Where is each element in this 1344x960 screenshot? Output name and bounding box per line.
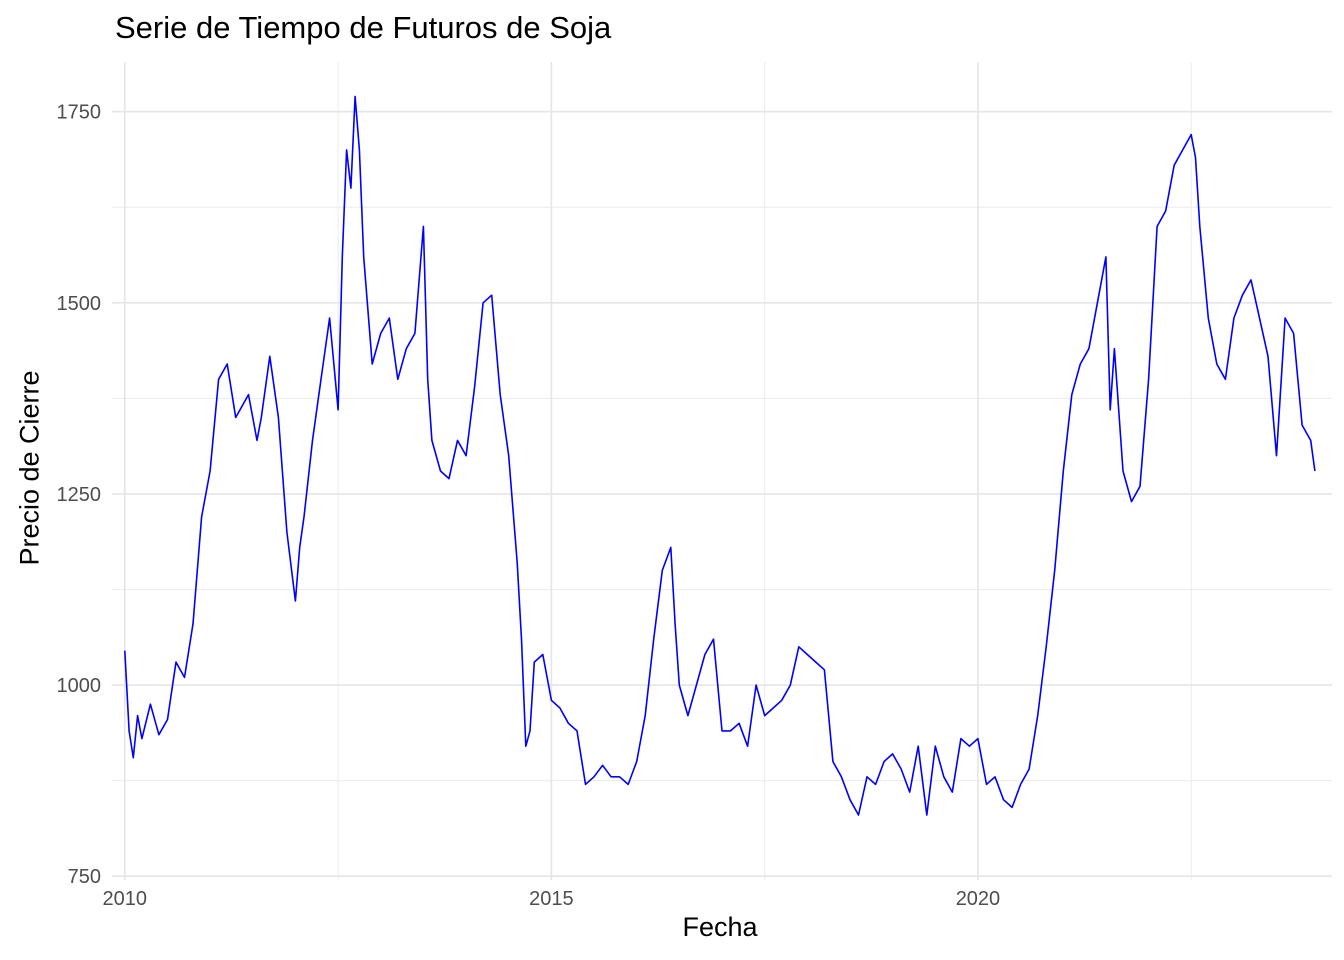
- minor-gridlines: [112, 62, 1332, 880]
- y-tick-label: 1500: [57, 293, 102, 315]
- x-axis-ticks: 2010 2015 2020: [103, 888, 1001, 910]
- y-tick-label: 1750: [57, 102, 102, 124]
- y-tick-label: 1250: [57, 484, 102, 506]
- x-axis-label: Fecha: [682, 912, 758, 942]
- series-layer: [124, 95, 1316, 816]
- y-tick-label: 750: [68, 866, 101, 888]
- x-tick-label: 2010: [103, 888, 148, 910]
- price-series-line: [124, 95, 1316, 816]
- x-tick-label: 2020: [956, 888, 1001, 910]
- chart-title: Serie de Tiempo de Futuros de Soja: [115, 10, 612, 45]
- major-gridlines: [112, 62, 1332, 880]
- y-tick-label: 1000: [57, 675, 102, 697]
- x-tick-label: 2015: [529, 888, 574, 910]
- y-axis-ticks: 750 1000 1250 1500 1750: [57, 102, 102, 888]
- y-axis-label: Precio de Cierre: [14, 370, 45, 566]
